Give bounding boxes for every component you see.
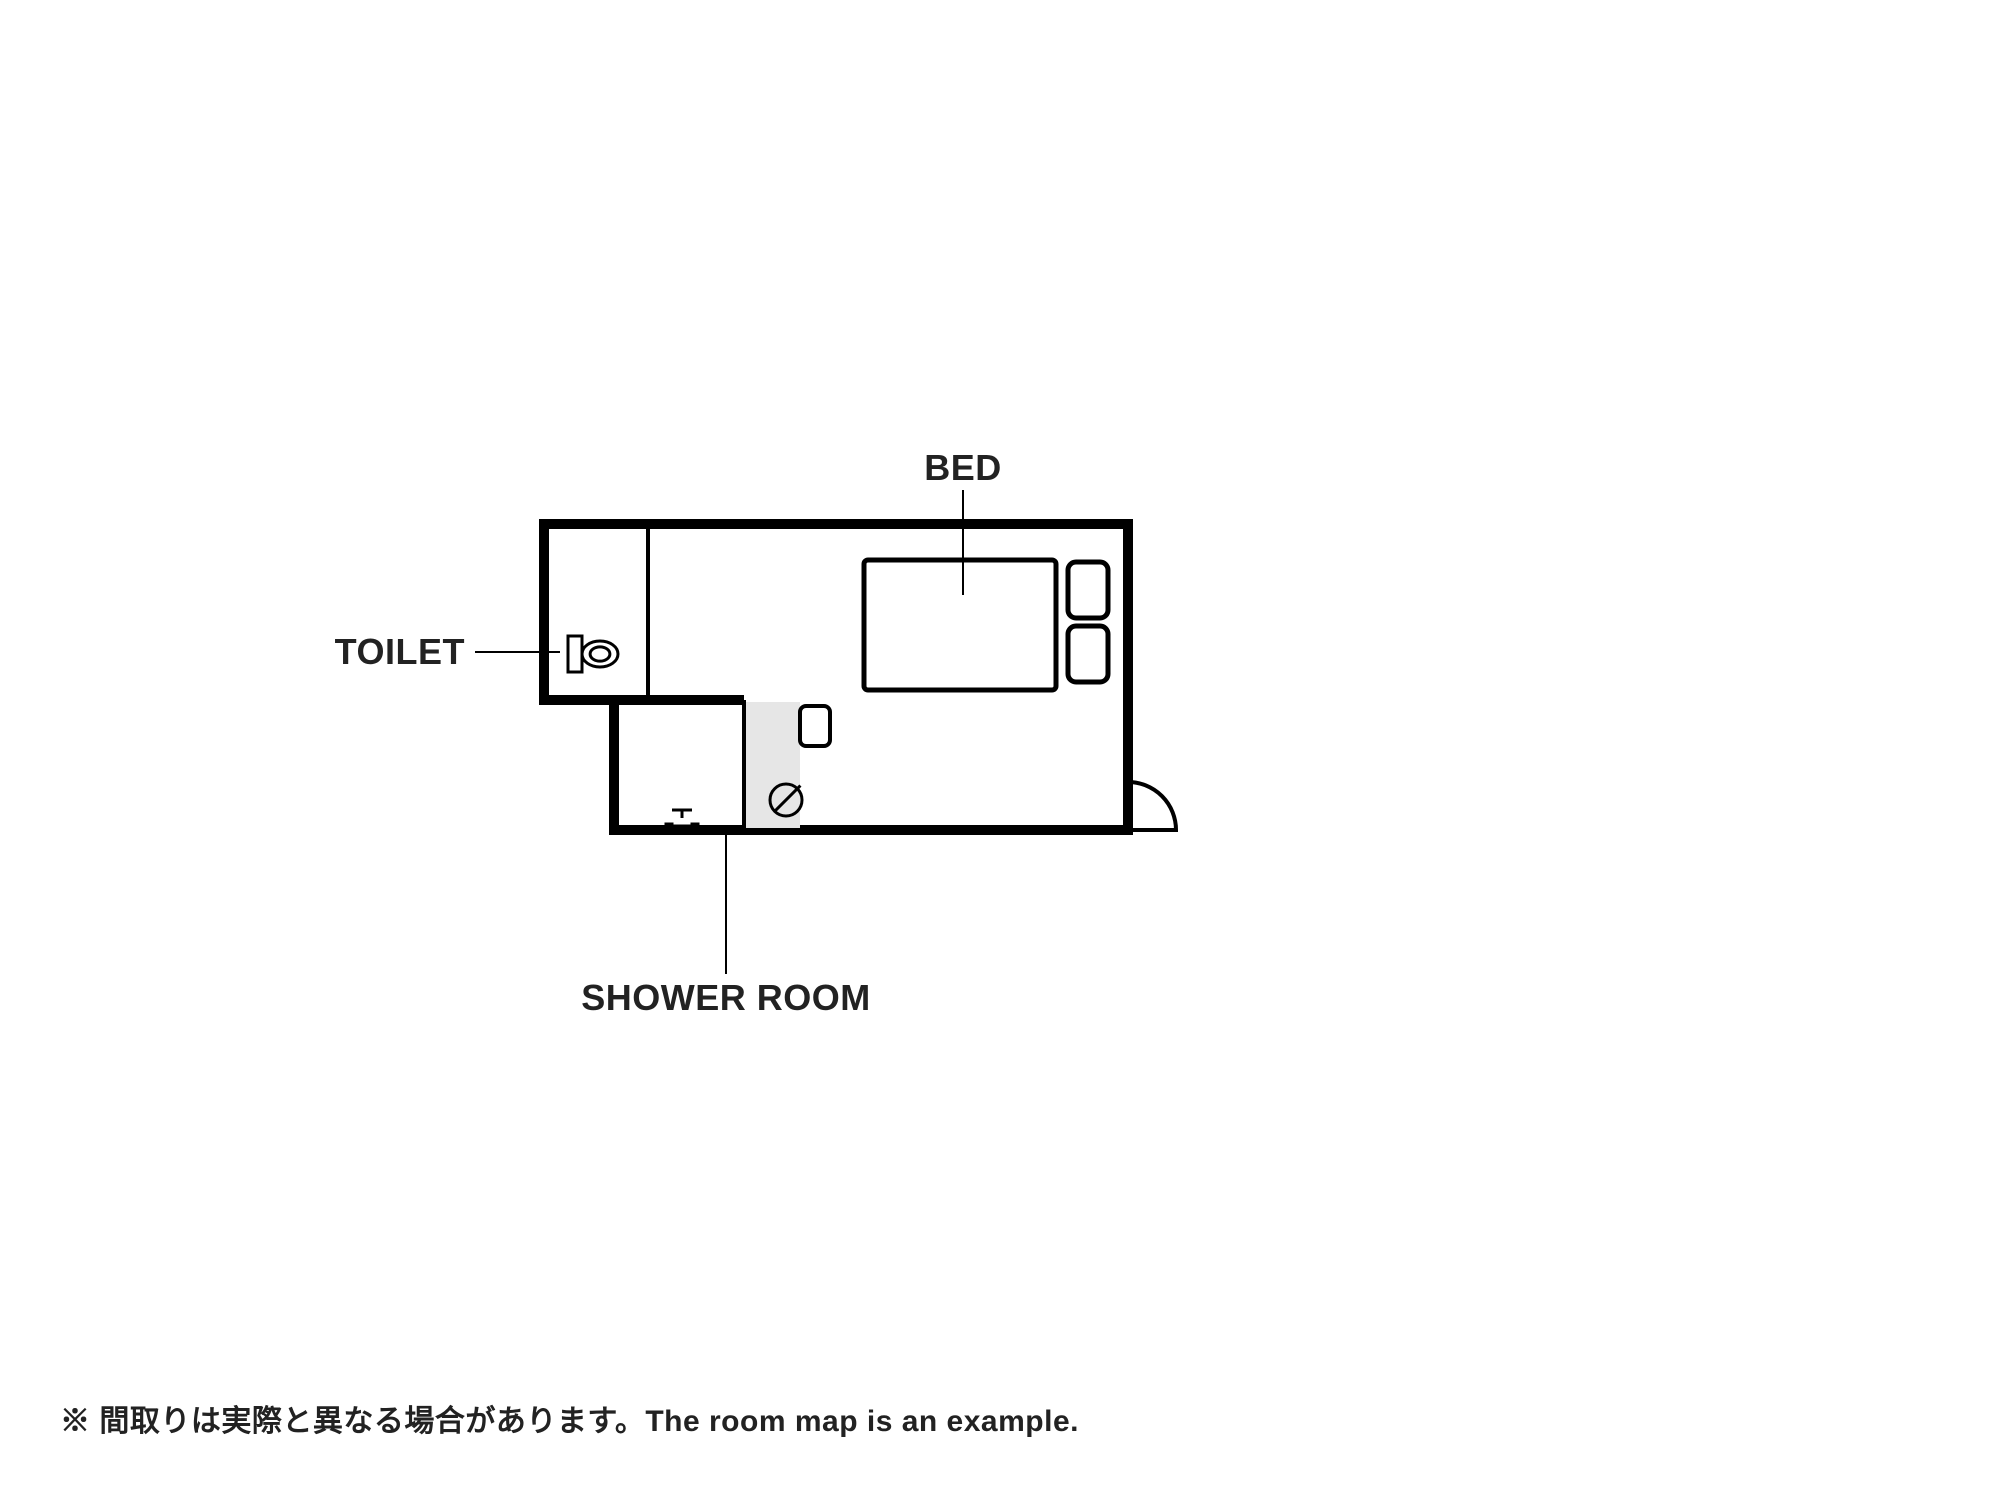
toilet-label: TOILET xyxy=(335,631,465,672)
room-outline xyxy=(544,524,1128,830)
bed-label: BED xyxy=(924,447,1002,488)
floor-plan-diagram: BED TOILET SHOWER ROOM xyxy=(0,0,2000,1500)
shower-label: SHOWER ROOM xyxy=(581,977,871,1018)
door-swing xyxy=(1128,782,1176,830)
footnote: ※ 間取りは実際と異なる場合があります。The room map is an e… xyxy=(60,1396,1079,1440)
